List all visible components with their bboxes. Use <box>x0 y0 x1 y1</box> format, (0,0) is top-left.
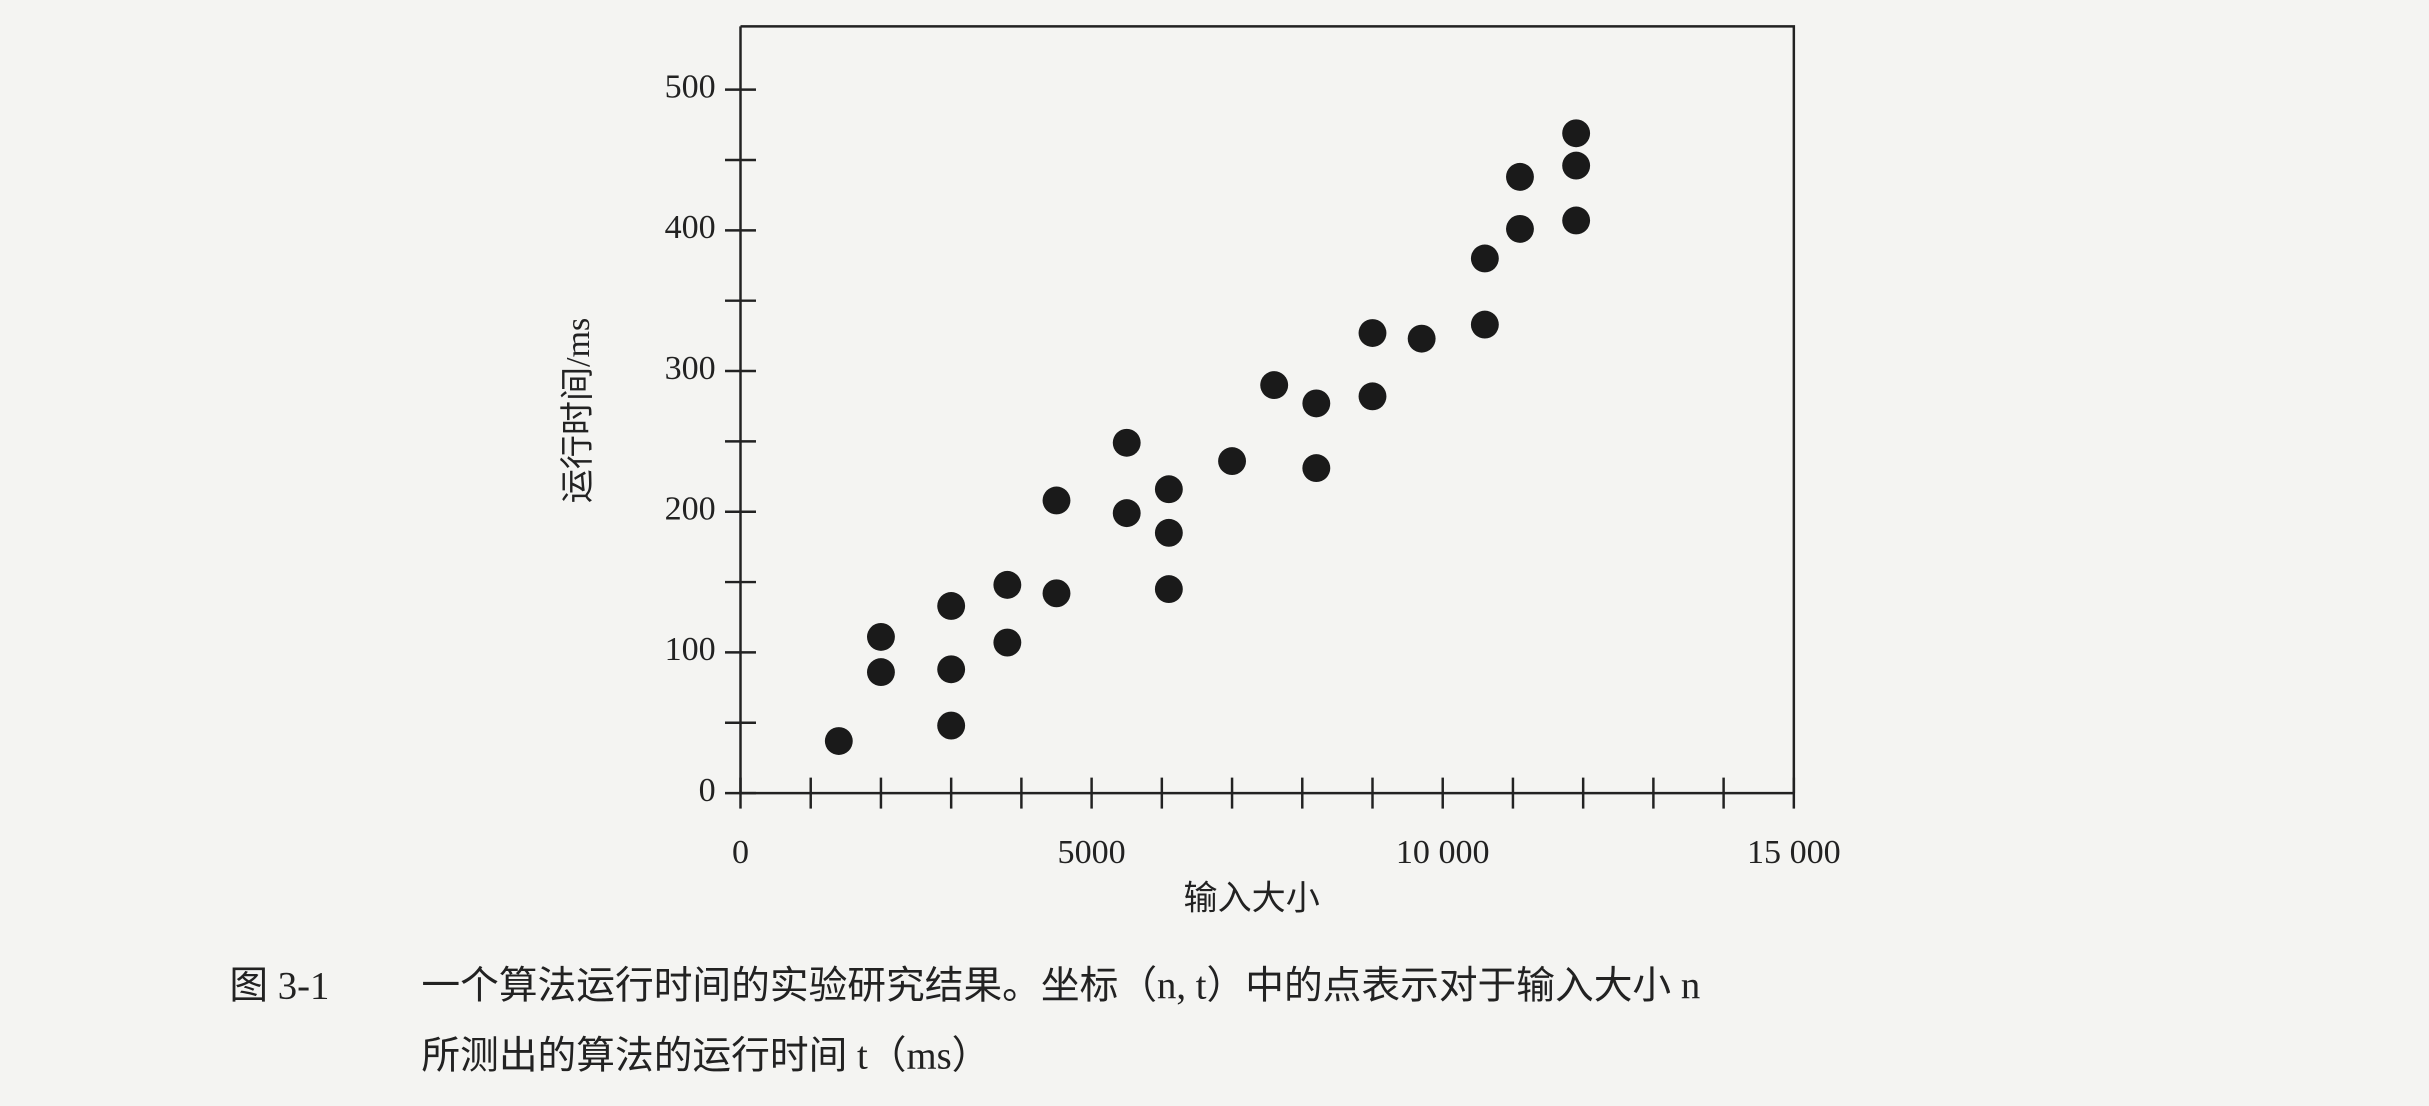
data-point <box>937 711 966 740</box>
data-point <box>1154 518 1183 547</box>
data-point <box>1470 310 1499 339</box>
data-point <box>1218 447 1246 476</box>
data-point <box>1112 499 1141 528</box>
y-tick-label: 100 <box>665 631 716 668</box>
data-point <box>1562 119 1591 148</box>
y-axis-label: 运行时间/ms <box>559 318 597 503</box>
y-tick-label: 500 <box>665 68 716 105</box>
data-point <box>937 592 966 620</box>
plot-frame <box>740 25 1796 794</box>
x-tick-label: 10 000 <box>1396 834 1490 871</box>
data-point <box>824 727 853 755</box>
data-point <box>993 628 1022 657</box>
y-tick-label: 400 <box>665 209 716 246</box>
data-point <box>1302 389 1331 418</box>
data-point <box>1042 486 1071 515</box>
x-tick-label: 15 000 <box>1747 834 1841 871</box>
data-point <box>993 570 1022 599</box>
data-point <box>867 658 895 687</box>
data-point <box>867 622 895 651</box>
x-tick-label: 0 <box>732 834 749 871</box>
x-tick-label: 5000 <box>1058 834 1126 871</box>
caption-line: 一个算法运行时间的实验研究结果。坐标（n, t）中的点表示对于输入大小 n <box>421 965 1700 1008</box>
x-axis-label: 输入大小 <box>1184 879 1320 917</box>
data-point <box>1260 371 1289 400</box>
data-point <box>1470 244 1499 273</box>
data-point <box>1506 162 1534 191</box>
data-point <box>1042 579 1071 608</box>
data-point <box>1358 319 1387 347</box>
y-tick-label: 200 <box>665 491 716 528</box>
data-point <box>1506 214 1534 243</box>
data-point <box>1407 324 1436 353</box>
y-tick-label: 300 <box>665 350 716 387</box>
y-tick-label: 0 <box>699 772 716 809</box>
data-point <box>1562 206 1591 235</box>
data-point <box>937 655 966 684</box>
data-point <box>1154 575 1183 604</box>
data-point <box>1358 382 1387 411</box>
data-point <box>1302 454 1331 483</box>
caption-line: 所测出的算法的运行时间 t（ms） <box>421 1034 990 1077</box>
data-point <box>1154 475 1183 504</box>
caption-label: 图 3-1 <box>229 965 329 1008</box>
data-point <box>1112 428 1141 457</box>
data-point <box>1562 151 1591 180</box>
